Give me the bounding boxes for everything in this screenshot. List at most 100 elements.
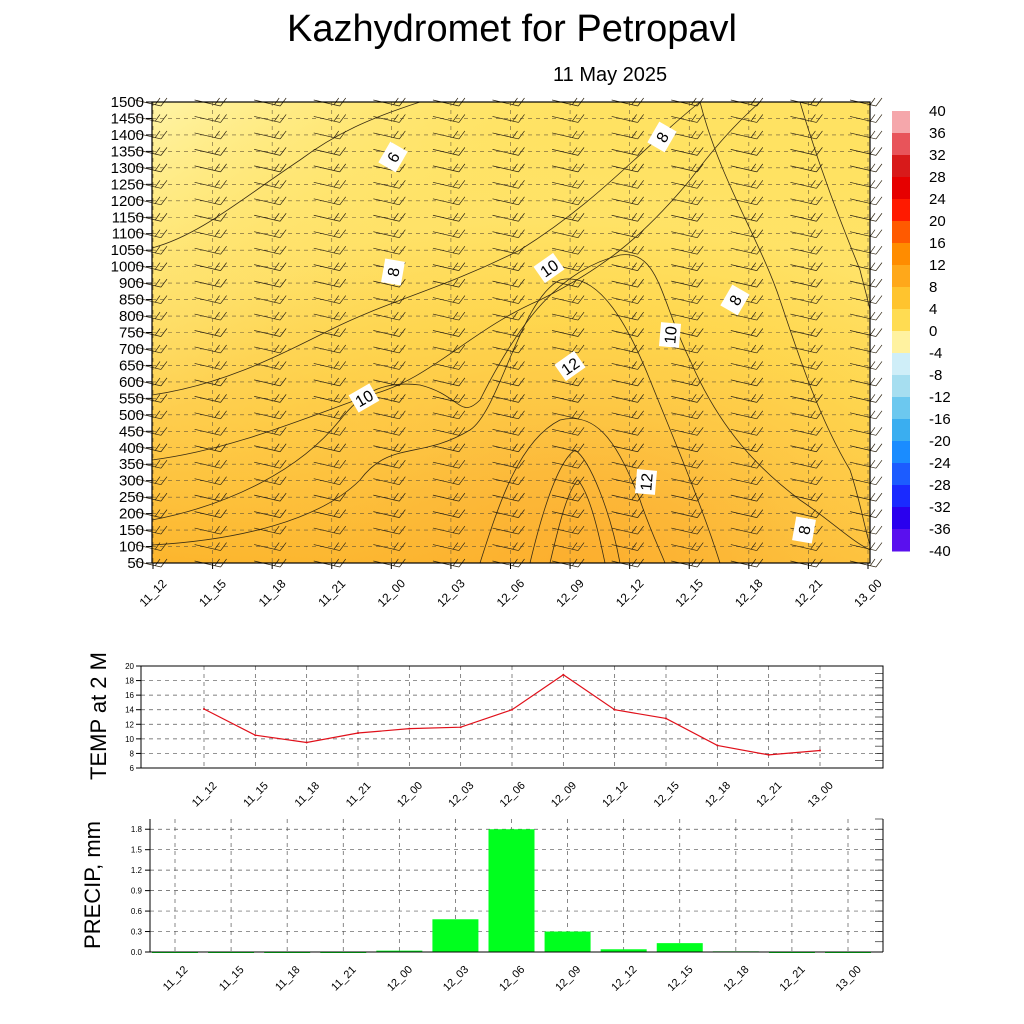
contour-label-bg bbox=[792, 516, 816, 544]
wind-barb bbox=[849, 278, 883, 288]
wind-barb bbox=[254, 509, 287, 518]
wind-barb bbox=[671, 295, 704, 304]
wind-barb bbox=[432, 130, 466, 140]
wind-barb bbox=[790, 147, 823, 156]
wind-barb bbox=[373, 394, 406, 403]
y-tick-label: 1100 bbox=[112, 226, 144, 243]
wind-barb bbox=[790, 295, 823, 304]
precip-y-tick-label: 1.5 bbox=[131, 846, 143, 855]
wind-barb bbox=[849, 311, 883, 321]
colorbar-label: -28 bbox=[929, 477, 951, 494]
wind-barb bbox=[432, 361, 466, 370]
temp-x-tick-label: 11_15 bbox=[241, 780, 271, 810]
wind-barb bbox=[313, 245, 347, 255]
wind-barb bbox=[373, 344, 406, 354]
y-tick-label: 550 bbox=[119, 390, 144, 407]
wind-barb bbox=[671, 377, 704, 387]
wind-barb bbox=[671, 361, 704, 370]
wind-barb bbox=[671, 394, 704, 403]
wind-barb bbox=[611, 163, 644, 173]
colorbar-band bbox=[892, 485, 910, 508]
x-tick-label: 12_03 bbox=[434, 576, 468, 610]
wind-barb bbox=[611, 229, 644, 239]
wind-barb bbox=[432, 377, 466, 387]
colorbar-band bbox=[892, 133, 910, 156]
wind-barb bbox=[194, 130, 227, 140]
wind-barb bbox=[492, 328, 525, 337]
wind-barb bbox=[313, 525, 347, 535]
precip-bar bbox=[488, 829, 535, 952]
x-tick-label: 11_18 bbox=[256, 576, 289, 609]
y-tick-label: 1150 bbox=[112, 209, 144, 226]
wind-barb bbox=[432, 196, 466, 206]
wind-barb bbox=[611, 114, 644, 123]
wind-barb bbox=[373, 443, 406, 453]
wind-barb bbox=[492, 344, 525, 354]
colorbar-band bbox=[892, 287, 910, 310]
contour-label: 10 bbox=[348, 383, 380, 413]
x-tick-label: 12_15 bbox=[673, 576, 707, 610]
wind-barb bbox=[313, 163, 347, 173]
wind-barb bbox=[313, 311, 347, 321]
colorbar-band bbox=[892, 199, 910, 222]
wind-barb bbox=[790, 328, 823, 337]
wind-barb bbox=[134, 525, 168, 535]
wind-barb bbox=[790, 377, 823, 387]
wind-barb bbox=[373, 509, 406, 518]
wind-barb bbox=[730, 262, 764, 271]
wind-barb bbox=[849, 443, 883, 453]
wind-barb bbox=[849, 295, 883, 304]
wind-barb bbox=[313, 180, 347, 189]
wind-barb bbox=[313, 344, 347, 354]
wind-barb bbox=[730, 427, 764, 436]
wind-barb bbox=[671, 460, 704, 469]
wind-barb bbox=[254, 213, 287, 222]
wind-barb bbox=[194, 344, 227, 354]
wind-barb bbox=[849, 97, 883, 107]
colorbar-band bbox=[892, 221, 910, 244]
colorbar-band bbox=[892, 419, 910, 442]
wind-barb bbox=[790, 262, 823, 271]
wind-barb bbox=[194, 213, 227, 222]
wind-barb bbox=[254, 427, 287, 436]
contour-line bbox=[529, 449, 621, 564]
wind-barb bbox=[194, 147, 227, 156]
wind-barb bbox=[790, 245, 823, 255]
wind-barb bbox=[730, 180, 764, 189]
wind-barb bbox=[492, 525, 525, 535]
wind-barb bbox=[492, 114, 525, 123]
wind-barb bbox=[373, 361, 406, 370]
wind-barb bbox=[492, 229, 525, 239]
temp-point bbox=[819, 749, 821, 752]
wind-barb bbox=[134, 147, 168, 156]
wind-barb bbox=[313, 492, 347, 502]
wind-barb bbox=[730, 410, 764, 420]
wind-barb bbox=[194, 114, 227, 123]
wind-barb bbox=[254, 245, 287, 255]
wind-barb bbox=[254, 525, 287, 535]
wind-barb bbox=[373, 229, 406, 239]
temp-x-tick-label: 11_18 bbox=[293, 780, 323, 810]
temp-x-tick-label: 12_03 bbox=[446, 780, 476, 810]
temp-point bbox=[767, 753, 770, 756]
wind-barb bbox=[432, 311, 466, 321]
wind-barb bbox=[432, 476, 466, 486]
wind-barb bbox=[790, 163, 823, 173]
wind-barb bbox=[671, 476, 704, 486]
wind-barb bbox=[432, 525, 466, 535]
temp-y-axis-label: TEMP at 2 M bbox=[86, 652, 111, 780]
wind-barb bbox=[194, 377, 227, 387]
wind-barb bbox=[134, 460, 168, 469]
wind-barb bbox=[849, 180, 883, 189]
wind-barb bbox=[134, 245, 168, 255]
y-tick-label: 800 bbox=[119, 308, 144, 325]
precip-bar bbox=[376, 950, 423, 952]
wind-barb bbox=[432, 245, 466, 255]
contour-label: 12 bbox=[634, 469, 658, 495]
wind-barb bbox=[254, 311, 287, 321]
precip-y-tick-label: 1.2 bbox=[131, 866, 143, 875]
wind-barb bbox=[552, 394, 585, 403]
temp-point bbox=[459, 726, 462, 729]
wind-barb bbox=[194, 427, 227, 436]
wind-barb bbox=[790, 476, 823, 486]
